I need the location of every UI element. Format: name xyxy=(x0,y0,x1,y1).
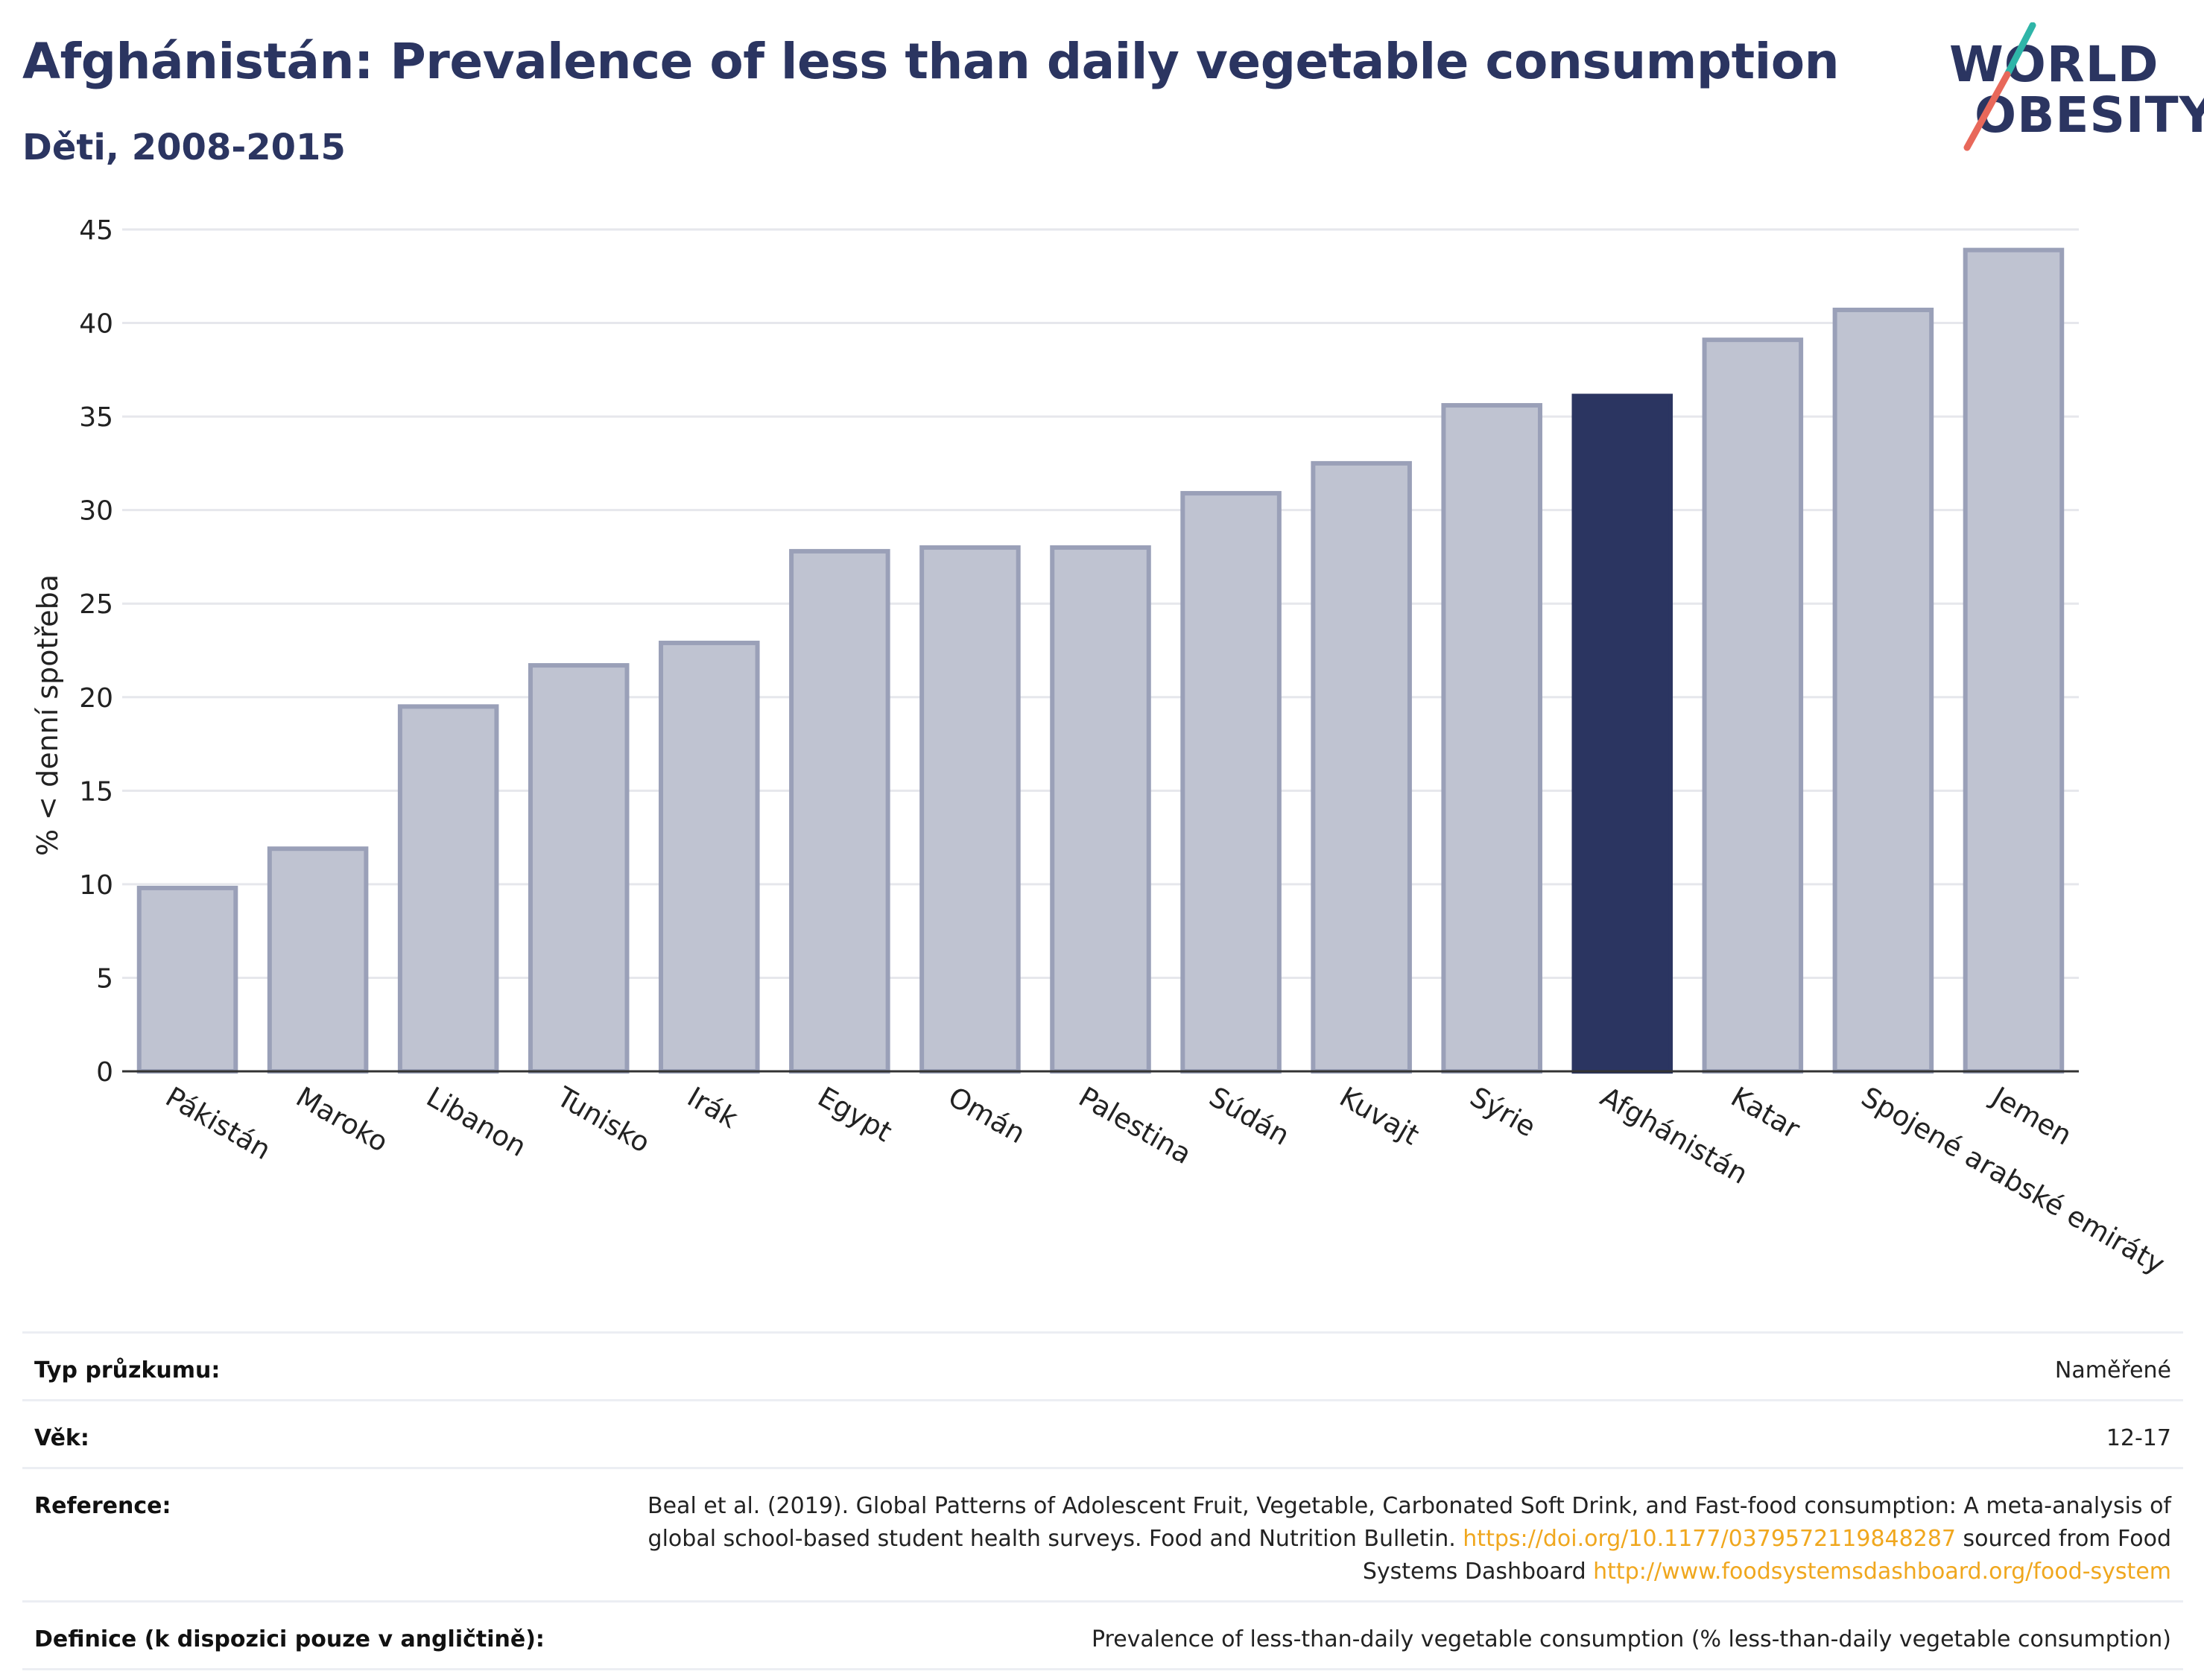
bar xyxy=(1963,247,2065,1074)
bar xyxy=(1571,393,1673,1074)
y-tick-label: 30 xyxy=(79,496,113,527)
meta-row-age: Věk: 12-17 xyxy=(22,1401,2183,1469)
y-tick-label: 45 xyxy=(79,215,113,246)
definition-value: Prevalence of less-than-daily vegetable … xyxy=(1091,1626,2171,1652)
y-tick-label: 40 xyxy=(79,309,113,340)
chart-subtitle: Děti, 2008-2015 xyxy=(22,127,346,168)
x-tick-label: Afghánistán xyxy=(1595,1081,1753,1191)
dashboard-link[interactable]: http://www.foodsystemsdashboard.org/food… xyxy=(1593,1559,2171,1585)
survey-type-label: Typ průzkumu: xyxy=(34,1357,221,1383)
x-tick-label: Egypt xyxy=(812,1081,897,1149)
bar xyxy=(789,548,890,1074)
x-tick-label: Maroko xyxy=(291,1081,393,1158)
reference-text: Beal et al. (2019). Global Patterns of A… xyxy=(647,1493,2171,1552)
reference-label: Reference: xyxy=(34,1493,171,1519)
reference-source-text: sourced from Food Systems Dashboard xyxy=(1362,1526,2171,1585)
metadata-table: Typ průzkumu: Naměřené Věk: 12-17 Refere… xyxy=(22,1331,2183,1670)
world-obesity-logo: WORLD OBESITY xyxy=(1945,22,2204,156)
reference-value: Beal et al. (2019). Global Patterns of A… xyxy=(577,1490,2171,1588)
x-tick-label: Jemen xyxy=(1985,1080,2077,1152)
bar xyxy=(1050,545,1151,1074)
meta-row-reference: Reference: Beal et al. (2019). Global Pa… xyxy=(22,1469,2183,1603)
x-tick-label: Kuvajt xyxy=(1334,1081,1425,1152)
x-tick-label: Sýrie xyxy=(1465,1081,1542,1144)
x-tick-label: Palestina xyxy=(1074,1081,1197,1171)
y-tick-label: 35 xyxy=(79,402,113,433)
bar xyxy=(1311,460,1412,1074)
logo-slash-icon xyxy=(1963,22,2036,151)
survey-type-value: Naměřené xyxy=(2054,1357,2171,1383)
y-tick-label: 25 xyxy=(79,589,113,620)
y-tick-label: 20 xyxy=(79,683,113,714)
doi-link[interactable]: https://doi.org/10.1177/0379572119848287 xyxy=(1463,1526,1956,1552)
bar xyxy=(1180,491,1282,1074)
bar xyxy=(397,704,499,1074)
bar xyxy=(1832,307,1934,1074)
x-tick-label: Katar xyxy=(1726,1081,1806,1146)
definition-label: Definice (k dispozici pouze v angličtině… xyxy=(34,1626,545,1652)
y-tick-label: 5 xyxy=(96,963,113,994)
bar xyxy=(528,663,630,1074)
age-value: 12-17 xyxy=(2106,1425,2171,1451)
x-tick-label: Tunisko xyxy=(551,1080,655,1159)
bar xyxy=(267,846,369,1074)
bar xyxy=(659,640,760,1074)
y-tick-label: 15 xyxy=(79,776,113,807)
bar xyxy=(136,885,238,1074)
logo-line-2: OBESITY xyxy=(1975,86,2204,144)
logo-line-1: WORLD xyxy=(1949,36,2159,93)
bar xyxy=(1702,337,1804,1074)
bar xyxy=(1441,403,1542,1074)
x-tick-label: Irák xyxy=(682,1081,744,1135)
meta-row-definition: Definice (k dispozici pouze v angličtině… xyxy=(22,1603,2183,1670)
chart-title: Afghánistán: Prevalence of less than dai… xyxy=(22,33,1840,90)
x-tick-label: Pákistán xyxy=(160,1081,276,1167)
x-tick-label: Súdán xyxy=(1204,1081,1295,1153)
meta-row-survey: Typ průzkumu: Naměřené xyxy=(22,1334,2183,1401)
y-tick-label: 10 xyxy=(79,870,113,901)
x-tick-label: Libanon xyxy=(421,1081,531,1164)
bar-chart: 0 5 10 15 20 25 30 35 40 45 Pákistán Maroko Libanon T… xyxy=(79,215,2170,1281)
y-tick-label: 0 xyxy=(96,1057,113,1088)
age-label: Věk: xyxy=(34,1425,89,1451)
x-tick-label: Omán xyxy=(943,1081,1030,1150)
bar xyxy=(919,545,1021,1074)
